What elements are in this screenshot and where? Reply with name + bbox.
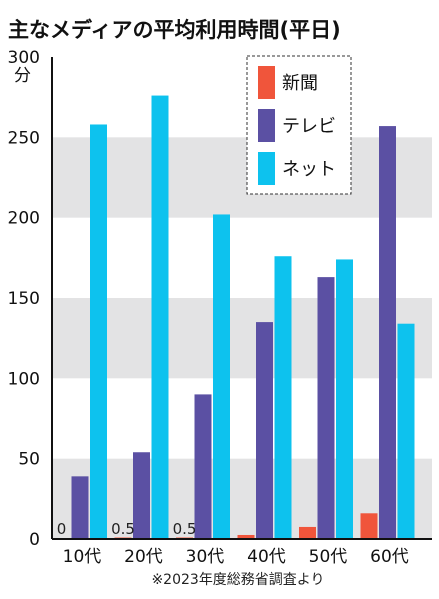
bar-ネット-40代: [274, 256, 292, 539]
x-category-label: 20代: [124, 547, 163, 567]
legend-label: 新聞: [282, 73, 318, 94]
bar-ネット-30代: [213, 214, 230, 539]
legend-swatch: [258, 66, 275, 99]
y-tick-label: 50: [18, 450, 40, 470]
y-tick-label: 250: [8, 128, 40, 148]
y-tick-label: 300: [8, 48, 40, 68]
legend-label: テレビ: [282, 116, 336, 137]
bar-テレビ-20代: [133, 452, 150, 539]
y-tick-label: 150: [8, 289, 40, 309]
bar-新聞-40代: [237, 534, 255, 539]
bar-ネット-50代: [336, 259, 353, 539]
data-labels: 0 0.5 0.5: [57, 520, 197, 538]
bar-テレビ-40代: [256, 322, 273, 539]
x-category-label: 10代: [63, 547, 102, 567]
bar-テレビ-10代: [71, 476, 89, 539]
x-category-label: 30代: [186, 547, 225, 567]
x-category-label: 40代: [247, 547, 286, 567]
legend-swatch: [258, 109, 275, 142]
y-axis-unit: 分: [14, 66, 31, 86]
bar-テレビ-50代: [317, 277, 335, 539]
data-label: 0.5: [173, 520, 197, 538]
grid-band: [52, 137, 432, 218]
bar-ネット-60代: [397, 323, 415, 539]
bar-ネット-20代: [151, 95, 169, 539]
data-label: 0: [57, 520, 67, 538]
bar-テレビ-30代: [194, 394, 212, 539]
bar-テレビ-60代: [379, 126, 396, 539]
x-category-label: 50代: [309, 547, 348, 567]
source-note: ※2023年度総務省調査より: [151, 572, 324, 588]
x-axis-categories: 10代 20代 30代 40代 50代 60代: [63, 547, 409, 567]
y-tick-label: 200: [8, 209, 40, 229]
bar-新聞-60代: [360, 513, 378, 539]
data-label: 0.5: [111, 520, 135, 538]
y-axis-ticks: 0 50 100 150 200 250 300: [8, 48, 40, 550]
grid-bands: [52, 137, 432, 539]
y-tick-label: 0: [29, 530, 40, 550]
y-tick-label: 100: [8, 369, 40, 389]
bars: [71, 95, 415, 539]
legend-label: ネット: [282, 159, 336, 180]
bar-ネット-10代: [90, 124, 107, 539]
legend-swatch: [258, 152, 275, 185]
bar-新聞-50代: [299, 526, 316, 539]
grid-band: [52, 298, 432, 379]
chart-title: 主なメディアの平均利用時間(平日): [8, 18, 341, 42]
x-category-label: 60代: [370, 547, 409, 567]
